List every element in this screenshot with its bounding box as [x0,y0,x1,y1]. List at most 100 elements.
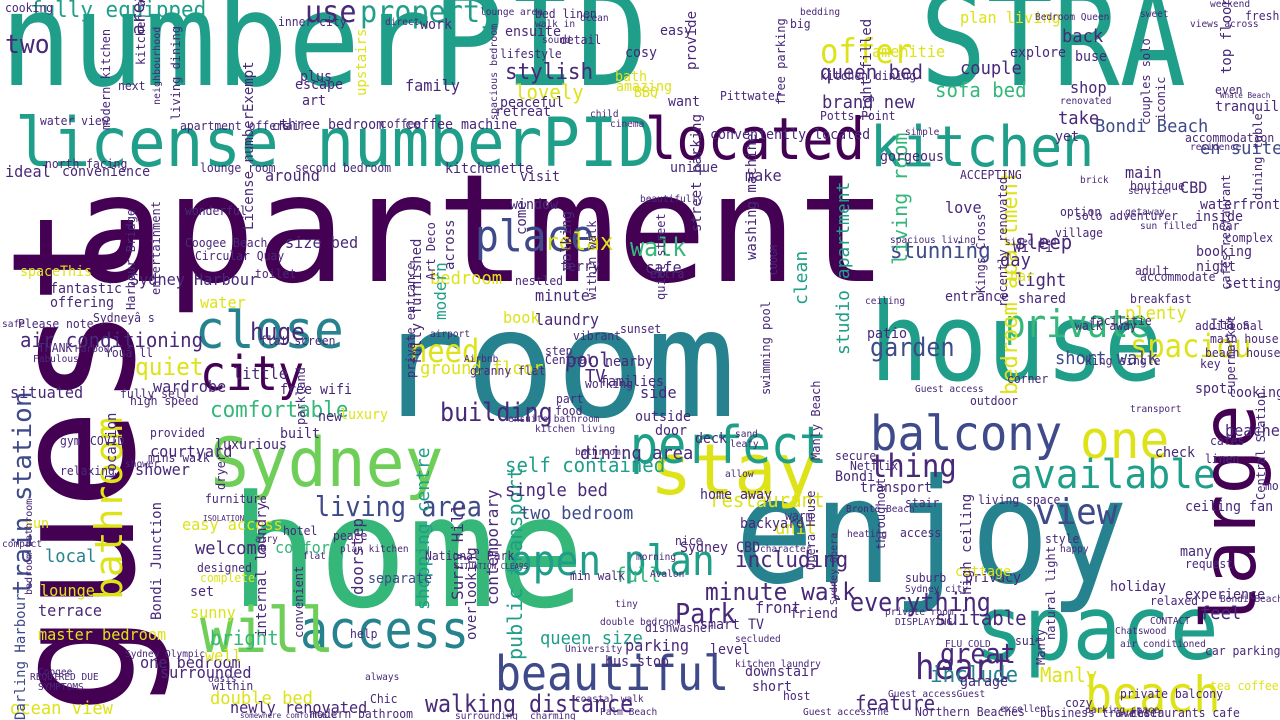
cloud-word: building [440,398,553,428]
cloud-word: ocean view [10,698,113,719]
cloud-word: working [585,377,634,391]
cloud-word: well [205,646,242,665]
cloud-word: door [655,423,688,439]
cloud-word: easy access [182,515,283,534]
cloud-word: cosy [625,45,658,61]
cloud-word: luxury [340,407,389,423]
cloud-word: open plan [510,536,715,585]
cloud-word: one bedroom [140,653,241,672]
cloud-word: sun [25,516,50,532]
cloud-word: short [752,679,793,695]
cloud-word: make [745,166,782,185]
cloud-word: sun filled [1140,221,1198,232]
cloud-word: huge [250,318,305,346]
cloud-word: courtyard [150,442,233,461]
cloud-word: heart [915,647,1013,688]
cloud-word: Harbour Bridge [124,208,138,310]
cloud-word: cozy [1065,696,1093,710]
cloud-word: happy [1060,544,1089,555]
cloud-word: dining area [580,443,694,464]
cloud-word: little [233,364,288,383]
cloud-word: Circular Quay [195,249,285,263]
cloud-word: outdoor [970,394,1019,408]
cloud-word: sound [542,35,571,46]
cloud-word: three bedroom [280,117,385,133]
cloud-word: Bronte Beach [846,504,915,515]
cloud-word: welcome [195,538,268,559]
cloud-word: sand [735,429,758,440]
cloud-word: yet [1055,129,1080,145]
cloud-word: stunning [890,239,991,264]
cloud-word: Airbnb [464,354,499,365]
cloud-word: back [1062,26,1104,47]
cloud-word: Itâ s [1210,317,1251,333]
cloud-word: need [410,332,480,370]
cloud-word: stair [905,496,940,510]
cloud-word: deck [695,431,728,447]
cloud-word: surrounding [455,711,518,720]
cloud-word: village [1055,226,1104,240]
cloud-word: private entrance [404,262,418,378]
cloud-word: somewhere comfortable [240,711,337,720]
cloud-word: Palm Beach [600,707,658,718]
cloud-word: Netflix [850,459,899,473]
cloud-word: part [556,392,584,406]
cloud-word: bright [210,626,279,650]
cloud-word: simple [905,127,940,138]
cloud-word: Youâ ll [105,346,154,360]
cloud-word: Manly [1040,663,1098,687]
cloud-word: Sydney CBD [680,540,761,556]
cloud-word: FLU COLD [945,639,991,650]
cloud-word: nestled [515,274,564,288]
cloud-word: walking [559,210,575,270]
cloud-word: designed [197,561,252,575]
cloud-word: complex [1225,231,1274,245]
cloud-word: contemporary [483,489,502,605]
cloud-word: boutique [1130,179,1185,193]
cloud-word: food [555,404,583,418]
cloud-word: terrace [38,601,103,620]
cloud-word: secluded [735,634,781,645]
cloud-word: setting [1225,276,1280,292]
cloud-word: night [1196,259,1237,275]
cloud-word: plan living [960,8,1061,27]
cloud-word: unit [775,518,817,539]
cloud-word: Whale Beach [1220,91,1271,100]
cloud-word: minute walk [705,578,857,606]
cloud-word: lounge [40,581,95,600]
cloud-word: walk in [535,19,576,30]
cloud-word: leafy [730,439,759,450]
cloud-word: key [1200,357,1221,371]
cloud-word: car parking [1205,644,1280,658]
cloud-word: come [514,201,530,235]
cloud-word: downstair [745,664,818,680]
cloud-word: Central [545,353,594,367]
cloud-word: will [200,594,335,667]
cloud-word: License numberExempt [241,61,257,230]
cloud-word: available [1010,452,1216,498]
cloud-word: ensuite bathroom [508,414,600,425]
cloud-word: balcony [870,406,1063,462]
cloud-word: facilitie [1090,314,1152,328]
cloud-word: short walk [1055,348,1158,369]
cloud-word: warm [785,509,813,523]
cloud-word: airy [255,534,278,545]
cloud-word: coastal walk [575,694,644,705]
cloud-word: vibrant [573,329,622,343]
cloud-word: level [710,642,751,658]
cloud-word: CONTACT [1150,616,1191,627]
cloud-word: family [405,76,460,95]
cloud-word: cottage [955,564,1012,580]
cloud-word: city [200,346,305,402]
cloud-word: coffee [380,117,422,131]
cloud-word: offer [820,32,913,72]
cloud-word: dishwasher [645,621,714,635]
cloud-word: allow [725,469,754,480]
cloud-word: lounge room [200,161,276,175]
cloud-word: safe [2,319,25,330]
cloud-word: bedding [800,7,841,18]
cloud-word: DISPLAYING [895,617,953,628]
cloud-word: beaches [1225,421,1280,440]
cloud-word: modern bathroom [310,707,413,720]
